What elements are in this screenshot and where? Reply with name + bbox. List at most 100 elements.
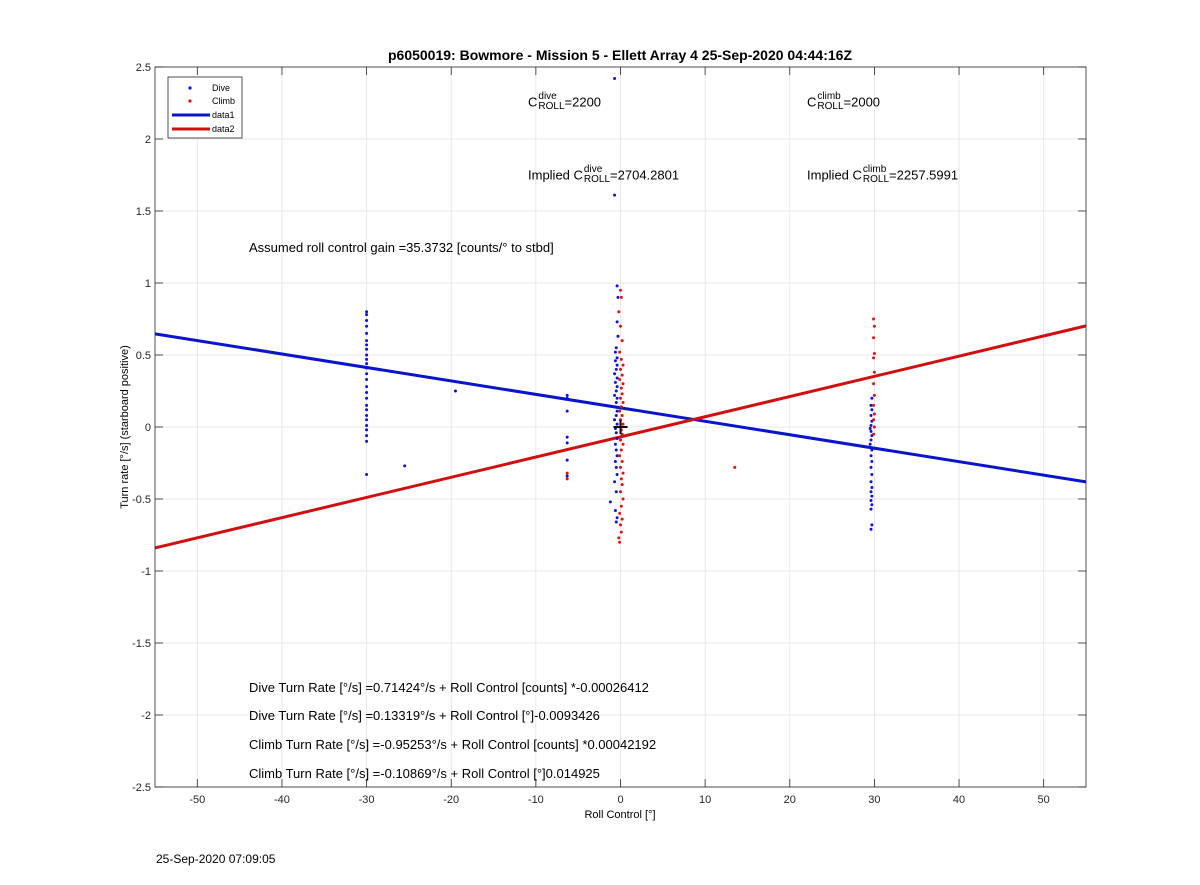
dive-point	[870, 494, 874, 498]
dive-point	[614, 367, 618, 371]
dive-point	[615, 454, 619, 458]
dive-point	[615, 363, 619, 367]
dive-point	[613, 418, 617, 422]
c-dive-value: =2200	[564, 94, 602, 110]
dive-point	[613, 380, 617, 384]
dive-point	[365, 313, 369, 317]
climb-point	[620, 339, 624, 343]
climb-point	[619, 357, 623, 361]
legend-item-data1: data1	[172, 110, 235, 120]
climb-point	[618, 540, 622, 544]
dive-point	[613, 193, 617, 197]
y-tick-label: 2	[145, 134, 151, 146]
dive-point	[869, 490, 873, 494]
climb-point	[872, 317, 876, 321]
dive-point	[365, 434, 369, 438]
dive-point	[613, 509, 617, 513]
x-tick-label: -30	[359, 794, 375, 806]
climb-point	[621, 363, 625, 367]
dive-point	[615, 284, 619, 288]
climb-point	[618, 350, 622, 354]
dive-point	[365, 377, 369, 381]
dive-point	[869, 465, 873, 469]
climb-point	[733, 465, 737, 469]
dive-point	[615, 409, 619, 413]
legend-dive-label: Dive	[212, 83, 230, 93]
figure-timestamp: 25-Sep-2020 07:09:05	[156, 852, 276, 866]
implied-dive-sub: ROLL	[583, 174, 611, 185]
dive-point	[614, 413, 618, 417]
dive-point	[365, 324, 369, 328]
legend-data1-label: data1	[212, 110, 235, 120]
c-climb-sub: ROLL	[817, 101, 844, 112]
legend-dive-marker	[188, 86, 192, 90]
dive-point	[365, 413, 369, 417]
dive-point	[870, 460, 874, 464]
implied-climb-sub: ROLL	[862, 174, 890, 185]
legend-item-climb: Climb	[188, 96, 235, 106]
y-tick-label: 0.5	[136, 350, 151, 362]
dive-degrees-equation: Dive Turn Rate [°/s] =0.13319°/s + Roll …	[249, 708, 600, 723]
dive-point	[615, 473, 619, 477]
chart-title: p6050019: Bowmore - Mission 5 - Ellett A…	[388, 47, 852, 63]
climb-point	[621, 471, 625, 475]
climb-point	[618, 511, 622, 515]
climb-point	[872, 412, 876, 416]
dive-point	[869, 413, 873, 417]
dive-point	[616, 334, 620, 338]
implied-climb-value: =2257.5991	[889, 167, 959, 183]
climb-point	[620, 483, 624, 487]
x-axis-label: Roll Control [°]	[584, 809, 655, 821]
climb-point	[619, 448, 623, 452]
dive-point	[613, 480, 617, 484]
dive-point	[615, 385, 619, 389]
climb-counts-equation: Climb Turn Rate [°/s] =-0.95253°/s + Rol…	[249, 737, 657, 752]
climb-point	[872, 425, 876, 429]
climb-point	[872, 432, 876, 436]
dive-point	[365, 385, 369, 389]
climb-point	[565, 471, 569, 475]
dive-point	[365, 366, 369, 370]
climb-point	[619, 367, 622, 371]
y-tick-label: 1	[145, 278, 151, 290]
x-tick-label: 0	[617, 794, 623, 806]
climb-point	[619, 490, 622, 494]
dive-point	[365, 418, 369, 422]
dive-point	[365, 343, 369, 347]
c-dive-letter: C	[528, 94, 538, 110]
climb-point	[619, 523, 622, 527]
dive-point	[614, 401, 618, 405]
dive-point	[869, 403, 873, 407]
dive-counts-equation: Dive Turn Rate [°/s] =0.71424°/s + Roll …	[249, 680, 649, 695]
legend-item-data2: data2	[172, 124, 235, 134]
dive-point	[869, 498, 873, 502]
dive-point	[615, 356, 619, 360]
dive-point	[614, 431, 618, 435]
climb-point	[619, 405, 623, 409]
dive-point	[869, 429, 873, 433]
dive-point	[365, 339, 369, 343]
climb-point	[872, 336, 876, 340]
dive-point	[613, 359, 617, 363]
x-tick-label: -40	[274, 794, 290, 806]
y-tick-label: -1.5	[132, 638, 151, 650]
climb-point	[872, 370, 876, 374]
y-tick-label: -2.5	[132, 782, 151, 794]
tick-marks	[155, 66, 1086, 788]
dive-point	[365, 357, 369, 361]
climb-point	[621, 422, 625, 426]
climb-point	[621, 382, 625, 386]
dive-point	[870, 408, 874, 412]
climb-point	[619, 288, 622, 292]
legend-climb-label: Climb	[212, 96, 235, 106]
origin-marker	[613, 420, 628, 434]
legend: Dive Climb data1 data2	[167, 76, 243, 139]
c-climb-value: =2000	[843, 94, 881, 110]
dive-point	[869, 424, 873, 428]
dive-point	[365, 408, 369, 412]
climb-point	[621, 401, 625, 405]
climb-point	[872, 393, 876, 397]
dive-point	[615, 396, 619, 400]
climb-point	[620, 413, 624, 417]
